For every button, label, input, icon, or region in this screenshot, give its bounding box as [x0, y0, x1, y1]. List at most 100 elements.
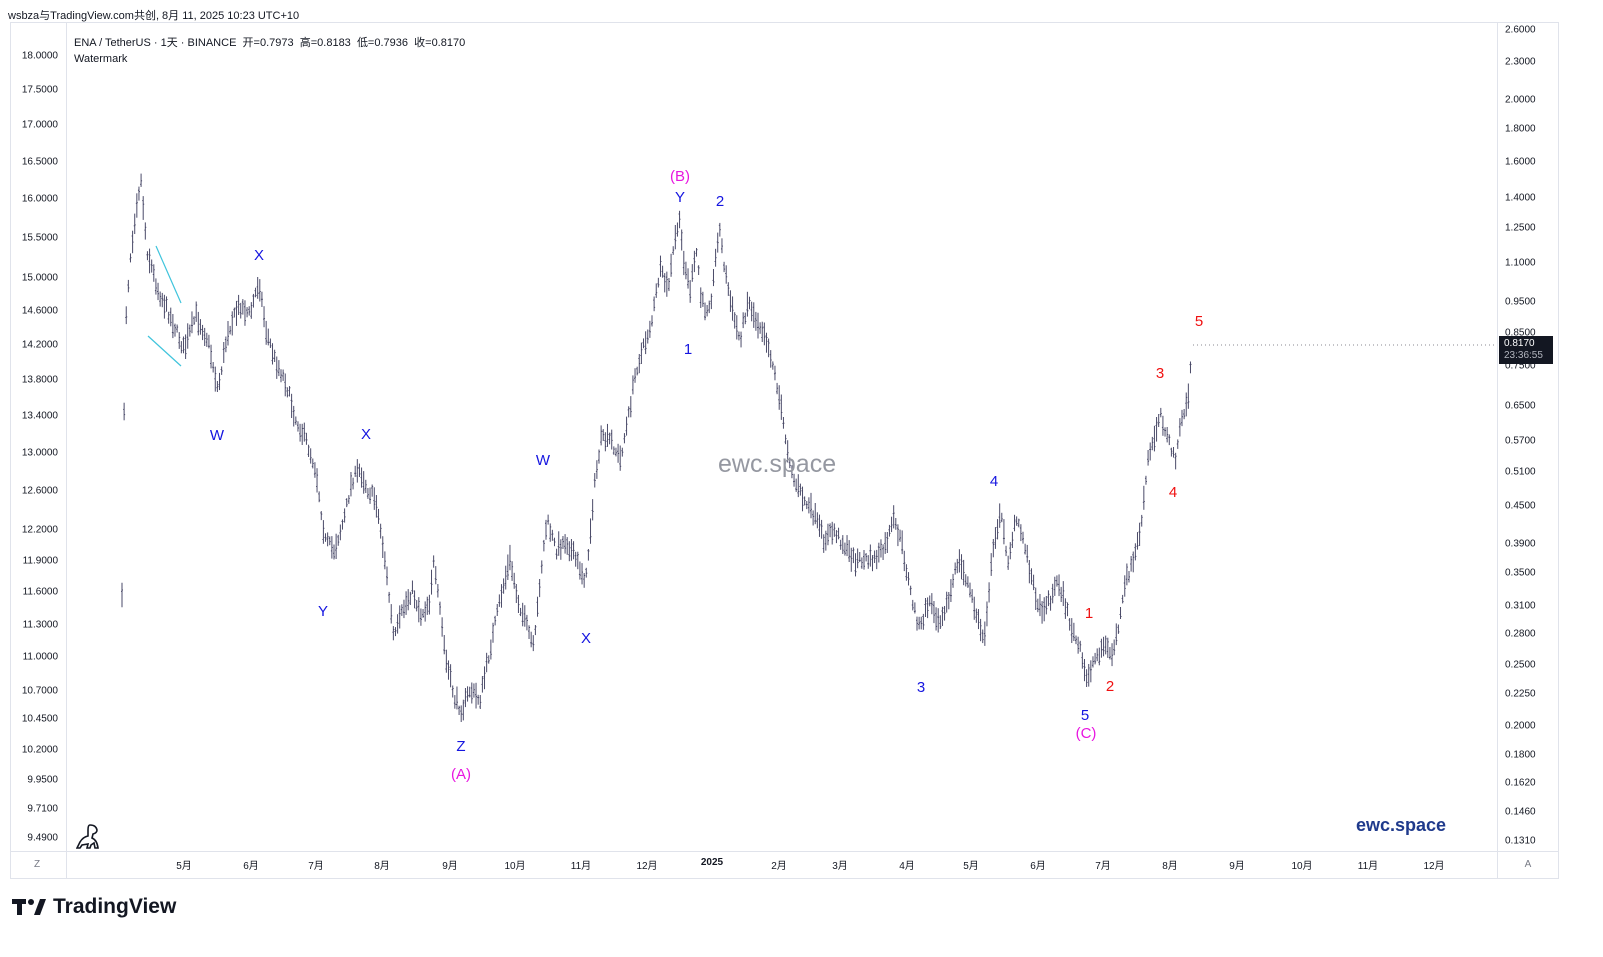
candle	[288, 386, 291, 397]
wave-label[interactable]: (B)	[670, 168, 690, 185]
candle	[1053, 576, 1056, 596]
wave-label[interactable]: (C)	[1076, 725, 1097, 742]
symbol-name[interactable]: ENA / TetherUS · 1天 · BINANCE	[74, 37, 237, 49]
auto-scale-left-button[interactable]: Z	[33, 859, 41, 870]
left-axis-tick-label: 16.0000	[21, 193, 58, 205]
wave-label[interactable]: 5	[1081, 707, 1089, 724]
candle	[975, 608, 978, 623]
candle	[623, 433, 626, 444]
wave-label[interactable]: (A)	[451, 766, 471, 783]
left-axis-divider	[66, 22, 67, 879]
candle	[1125, 563, 1128, 586]
candle	[867, 555, 870, 569]
right-axis-tick-label: 0.1620	[1505, 777, 1536, 789]
candle	[737, 331, 740, 341]
candle	[146, 251, 149, 261]
candle	[169, 307, 172, 327]
wave-label[interactable]: W	[210, 427, 225, 444]
wave-label[interactable]: 4	[1169, 484, 1177, 501]
auto-scale-button[interactable]: A	[1524, 859, 1532, 870]
candle	[882, 544, 885, 560]
candle	[884, 532, 887, 554]
candle	[199, 319, 202, 335]
candle	[381, 536, 384, 558]
candle	[511, 561, 514, 581]
wave-label[interactable]: 3	[1156, 365, 1164, 382]
candle	[769, 350, 772, 368]
candle	[326, 532, 329, 547]
candle	[1024, 543, 1027, 555]
candle	[1047, 590, 1050, 607]
wave-label[interactable]: 1	[1085, 605, 1093, 622]
candle	[1022, 531, 1024, 544]
candle	[797, 474, 800, 498]
candle	[1128, 571, 1130, 583]
watermark-indicator-label[interactable]: Watermark	[74, 53, 128, 65]
candle	[572, 541, 575, 560]
right-axis-tick-label: 1.4000	[1505, 192, 1536, 204]
candle	[837, 527, 840, 540]
wave-label[interactable]: Y	[675, 189, 685, 206]
candle	[682, 250, 685, 276]
candle	[1081, 652, 1084, 669]
candle	[850, 547, 853, 572]
candle	[684, 261, 687, 280]
left-axis-tick-label: 11.0000	[22, 651, 58, 663]
candle	[487, 655, 490, 664]
wave-label[interactable]: X	[361, 426, 371, 443]
candle	[248, 306, 251, 316]
candle	[388, 591, 391, 603]
tradingview-logo-icon	[12, 899, 46, 915]
candle	[784, 434, 787, 445]
candle	[1058, 574, 1061, 597]
wave-label[interactable]: X	[254, 247, 264, 264]
right-axis-tick-label: 0.1800	[1505, 749, 1536, 761]
candle	[354, 465, 357, 477]
candle	[962, 559, 965, 586]
wave-label[interactable]: Z	[456, 738, 465, 755]
left-axis-tick-label: 17.5000	[21, 84, 58, 96]
candle	[610, 429, 613, 450]
right-axis-tick-label: 0.7500	[1505, 360, 1536, 372]
brand-watermark: ewc.space	[1356, 815, 1447, 835]
candle	[333, 544, 335, 560]
candle	[377, 508, 380, 524]
candle	[1077, 636, 1080, 654]
left-axis-tick-label: 11.3000	[22, 619, 58, 631]
wave-label[interactable]: Y	[318, 603, 328, 620]
wave-label[interactable]: 1	[684, 341, 692, 358]
wave-label[interactable]: 5	[1195, 313, 1203, 330]
wave-label[interactable]: W	[536, 452, 551, 469]
wave-label[interactable]: X	[581, 630, 591, 647]
candle	[723, 261, 726, 273]
candle	[1096, 648, 1099, 662]
candle	[1079, 640, 1082, 652]
wedge-trendline[interactable]	[155, 245, 182, 304]
candle	[561, 536, 564, 549]
left-axis-tick-label: 9.7100	[27, 803, 58, 815]
candle	[1002, 519, 1005, 545]
wave-label[interactable]: 4	[990, 473, 998, 490]
candle	[428, 594, 431, 615]
time-axis-divider	[10, 851, 1559, 852]
left-axis-tick-label: 11.9000	[22, 555, 58, 567]
candle	[481, 676, 484, 693]
candle	[1138, 522, 1141, 546]
wedge-trendline[interactable]	[147, 335, 182, 367]
candle	[822, 534, 825, 553]
right-axis-tick-label: 1.1000	[1505, 257, 1536, 269]
wave-label[interactable]: 3	[917, 679, 925, 696]
candle	[405, 591, 408, 615]
candle	[129, 253, 132, 263]
left-axis-tick-label: 10.2000	[21, 744, 58, 756]
wave-label[interactable]: 2	[716, 193, 724, 210]
wave-label[interactable]: 2	[1106, 678, 1114, 695]
dinosaur-icon[interactable]	[76, 823, 102, 851]
candle	[901, 530, 904, 555]
candle	[303, 422, 306, 442]
time-axis-tick-label: 5月	[963, 861, 979, 872]
tradingview-logo[interactable]: TradingView	[12, 895, 176, 919]
candle	[356, 459, 359, 483]
candle	[212, 362, 215, 373]
